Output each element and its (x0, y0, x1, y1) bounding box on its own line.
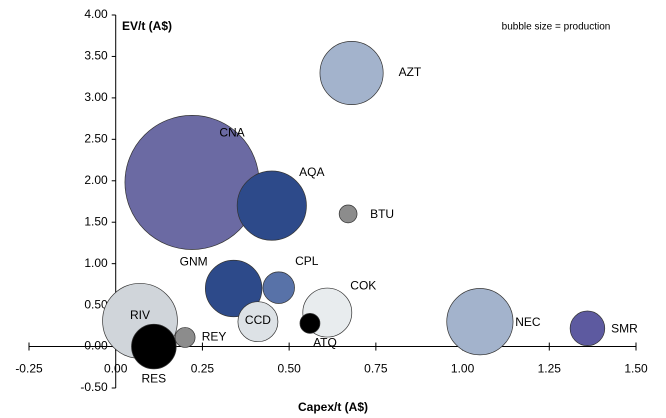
x-tick-label: 0.25 (191, 362, 215, 376)
x-tick-label: 1.50 (624, 362, 648, 376)
bubble-label: RIV (130, 308, 150, 322)
bubble-label: AQA (299, 165, 324, 179)
bubble (338, 204, 358, 224)
y-tick-label: 4.00 (84, 7, 108, 21)
bubble (569, 310, 606, 346)
bubble (131, 323, 177, 370)
x-tick-label: -0.25 (15, 362, 43, 376)
bubble-label: RES (142, 372, 167, 386)
x-tick-label: 0.00 (104, 362, 128, 376)
bubble-label: CPL (295, 254, 319, 268)
y-tick-label: 0.50 (84, 297, 108, 311)
y-axis-title: EV/t (A$) (122, 19, 172, 33)
y-tick-label: 1.50 (84, 214, 108, 228)
bubble (205, 259, 263, 318)
y-tick-label: 0.00 (84, 339, 108, 353)
bubble-label: AZT (399, 65, 422, 79)
bubble (446, 288, 514, 356)
x-tick-label: 1.00 (451, 362, 475, 376)
bubble (237, 301, 279, 343)
bubble-label: REY (202, 330, 227, 344)
x-tick-label: 0.50 (277, 362, 301, 376)
y-tick-label: 3.50 (84, 49, 108, 63)
y-tick-label: 3.00 (84, 90, 108, 104)
annotation: bubble size = production (502, 22, 611, 33)
y-tick-label: 2.50 (84, 132, 108, 146)
y-tick-label: -0.50 (80, 380, 108, 394)
y-tick-label: 1.00 (84, 256, 108, 270)
y-tick-label: 2.00 (84, 173, 108, 187)
bubble-label: SMR (611, 321, 638, 335)
x-tick-label: 1.25 (538, 362, 562, 376)
bubble (236, 170, 307, 241)
bubble (262, 271, 295, 304)
bubble-label: CCD (245, 313, 271, 327)
x-axis-title: Capex/t (A$) (298, 400, 368, 414)
bubble-label: GNM (180, 255, 208, 269)
x-tick-label: 0.75 (364, 362, 388, 376)
bubble-label: COK (350, 279, 376, 293)
bubble-label: ATQ (313, 336, 337, 350)
bubble (319, 41, 384, 105)
bubble-label: BTU (370, 207, 394, 221)
bubble-label: CNA (219, 126, 244, 140)
bubble-label: NEC (515, 315, 541, 329)
bubble (299, 312, 321, 334)
bubble (174, 327, 196, 348)
